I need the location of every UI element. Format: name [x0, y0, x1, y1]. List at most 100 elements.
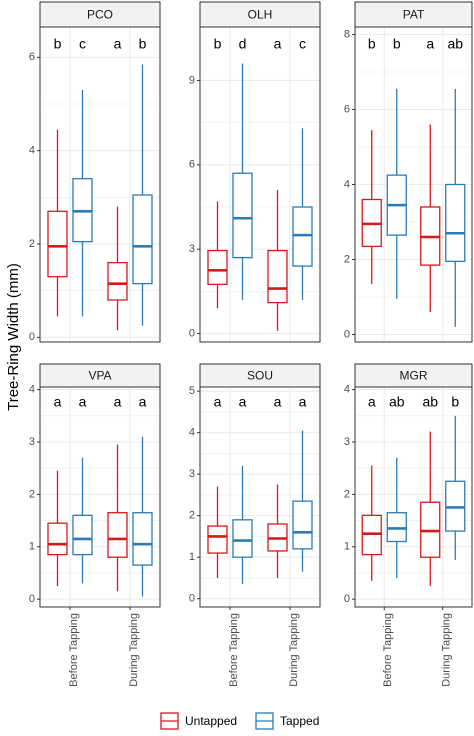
x-tick-label: Before Tapping — [382, 613, 394, 687]
box-iqr — [232, 519, 253, 558]
facet-strip-label: SOU — [247, 369, 273, 383]
significance-letter: b — [451, 394, 459, 410]
significance-letter: a — [368, 394, 376, 410]
significance-letter: b — [214, 36, 222, 52]
box-iqr — [445, 480, 466, 532]
significance-letter: d — [239, 36, 247, 52]
box-iqr — [232, 172, 253, 259]
y-tick-label: 2 — [344, 488, 350, 500]
legend-label: Untapped — [185, 714, 237, 728]
box-during-tapping-tapped — [292, 430, 313, 572]
y-tick-label: 4 — [29, 145, 35, 157]
legend: Untapped Tapped — [160, 712, 319, 730]
x-tick-label: Before Tapping — [68, 613, 80, 687]
y-tick-label: 1 — [344, 541, 350, 553]
box-iqr — [267, 249, 288, 304]
box-before-tapping-tapped — [232, 63, 253, 300]
box-during-tapping-tapped — [445, 415, 466, 560]
significance-letter: a — [299, 394, 307, 410]
box-iqr — [47, 210, 68, 278]
y-tick-label: 2 — [344, 253, 350, 265]
plot-background — [40, 27, 160, 342]
y-tick-label: 2 — [189, 510, 195, 522]
y-tick-label: 3 — [344, 436, 350, 448]
y-tick-label: 4 — [344, 178, 350, 190]
box-during-tapping-tapped — [292, 128, 313, 300]
y-tick-label: 1 — [189, 551, 195, 563]
plot-background — [40, 387, 160, 607]
plot-background — [200, 387, 320, 607]
significance-letter: ab — [422, 394, 438, 410]
significance-letter: a — [426, 36, 434, 52]
y-tick-label: 0 — [29, 331, 35, 343]
legend-item-untapped: Untapped — [160, 712, 237, 730]
y-tick-label: 0 — [189, 327, 195, 339]
box-iqr — [292, 206, 313, 267]
significance-letter: a — [79, 394, 87, 410]
significance-letter: c — [79, 36, 86, 52]
facet-strip-label: OLH — [248, 8, 273, 22]
box-before-tapping-tapped — [72, 457, 93, 584]
facet-strip-label: VPA — [88, 369, 111, 383]
significance-letter: b — [393, 36, 401, 52]
box-during-tapping-tapped — [445, 88, 466, 327]
box-iqr — [132, 512, 153, 566]
significance-letter: a — [54, 394, 62, 410]
y-tick-label: 3 — [189, 243, 195, 255]
significance-letter: a — [239, 394, 247, 410]
box-before-tapping-untapped — [47, 129, 68, 317]
facet-strip-label: PCO — [87, 8, 113, 22]
facet-strip-label: PAT — [403, 8, 425, 22]
panel-border — [39, 386, 161, 608]
box-during-tapping-untapped — [420, 431, 441, 587]
box-iqr — [47, 522, 68, 556]
box-iqr — [207, 249, 228, 285]
box-during-tapping-untapped — [107, 444, 128, 592]
significance-letter: a — [214, 394, 222, 410]
legend-label: Tapped — [280, 714, 319, 728]
panel-border — [199, 386, 321, 608]
significance-letter: b — [54, 36, 62, 52]
significance-letter: a — [114, 394, 122, 410]
facet-strip — [39, 1, 161, 28]
y-tick-label: 0 — [189, 593, 195, 605]
box-iqr — [132, 194, 153, 285]
significance-letter: b — [368, 36, 376, 52]
box-iqr — [107, 512, 128, 558]
facet-strip — [199, 1, 321, 28]
box-before-tapping-tapped — [72, 90, 93, 317]
y-tick-label: 8 — [344, 28, 350, 40]
y-tick-label: 1 — [29, 541, 35, 553]
box-before-tapping-untapped — [207, 486, 228, 578]
box-iqr — [207, 525, 228, 554]
y-tick-label: 4 — [29, 384, 35, 396]
box-during-tapping-untapped — [267, 190, 288, 331]
box-iqr — [72, 514, 93, 556]
box-before-tapping-untapped — [361, 130, 382, 284]
box-before-tapping-tapped — [386, 457, 407, 579]
significance-letter: ab — [447, 36, 463, 52]
box-before-tapping-tapped — [386, 88, 407, 299]
y-tick-label: 3 — [29, 436, 35, 448]
significance-letter: b — [139, 36, 147, 52]
y-tick-label: 6 — [344, 103, 350, 115]
panel-border — [199, 26, 321, 343]
y-tick-label: 6 — [29, 51, 35, 63]
y-tick-label: 0 — [29, 593, 35, 605]
box-iqr — [420, 501, 441, 558]
box-before-tapping-untapped — [361, 465, 382, 581]
x-tick-label: Before Tapping — [228, 613, 240, 687]
significance-letter: ab — [389, 394, 405, 410]
facet-strip-label: MGR — [400, 369, 428, 383]
box-before-tapping-untapped — [207, 201, 228, 309]
box-during-tapping-untapped — [420, 124, 441, 312]
box-during-tapping-tapped — [132, 64, 153, 326]
legend-item-tapped: Tapped — [255, 712, 319, 730]
x-tick-label: During Tapping — [288, 613, 300, 687]
y-axis-title: Tree-Ring Width (mm) — [5, 263, 22, 411]
significance-letter: a — [139, 394, 147, 410]
